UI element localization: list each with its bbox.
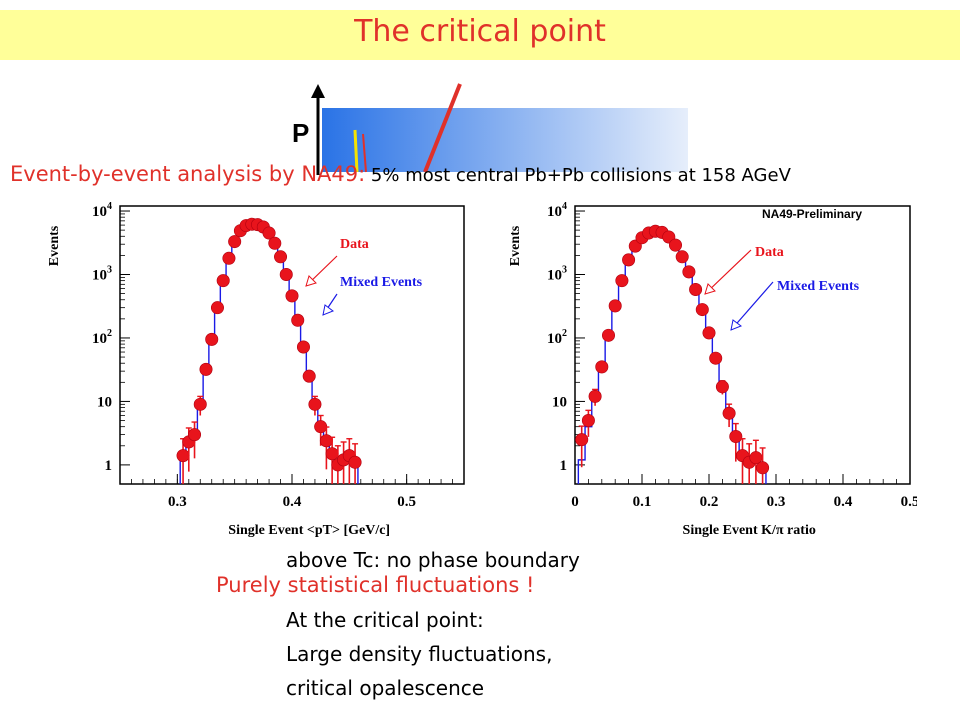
- critical-line-1: At the critical point:: [286, 608, 484, 632]
- data-point: [588, 389, 602, 403]
- data-point: [581, 414, 595, 428]
- data-annotation-arrow-icon: [704, 249, 752, 295]
- y-tick-label: 102: [92, 328, 112, 347]
- data-point: [274, 250, 288, 264]
- y-tick-label: 104: [547, 201, 567, 220]
- phase-region: [322, 108, 688, 172]
- data-point: [279, 267, 293, 281]
- data-point: [756, 461, 770, 475]
- data-point: [176, 449, 190, 463]
- data-point: [595, 360, 609, 374]
- event-line: Event-by-event analysis by NA49: 5% most…: [10, 162, 791, 186]
- y-tick-label: 10: [552, 394, 567, 410]
- data-point: [602, 328, 616, 342]
- statistical-fluctuations-text: Purely statistical fluctuations !: [216, 573, 535, 597]
- mixed-arrowhead-icon: [322, 304, 335, 316]
- yellow-line: [353, 129, 359, 173]
- y-tick-label: 1: [560, 458, 568, 474]
- mixed-annotation: Mixed Events: [340, 275, 423, 290]
- data-point: [205, 332, 219, 346]
- x-tick-label: 0.5: [397, 494, 416, 510]
- data-point: [308, 397, 322, 411]
- y-tick-label: 10: [97, 394, 112, 410]
- x-tick-label: 0.3: [767, 494, 786, 510]
- data-point: [268, 236, 282, 250]
- y-axis-label: Events: [508, 225, 523, 266]
- data-point: [615, 274, 629, 288]
- critical-line-3: critical opalescence: [286, 676, 485, 700]
- data-point: [675, 250, 689, 264]
- y-tick-label: 102: [547, 328, 567, 347]
- chart-pt: 1 10 102 103 104 0.3 0.4 0.5 Single Event <pT> […: [47, 201, 465, 538]
- data-annotation: Data: [340, 237, 369, 252]
- data-point: [291, 313, 305, 327]
- data-point: [348, 455, 362, 469]
- data-point: [689, 283, 703, 297]
- data-point: [199, 362, 213, 376]
- preliminary-label: NA49-Preliminary: [762, 207, 862, 221]
- mixed-annotation-arrow-icon: [730, 281, 774, 331]
- data-point: [285, 289, 299, 303]
- phase-axis-label: P: [292, 118, 309, 148]
- data-point: [210, 301, 224, 315]
- data-point: [729, 430, 743, 444]
- x-tick-label: 0.2: [700, 494, 719, 510]
- data-point: [722, 406, 736, 420]
- data-point: [682, 265, 696, 279]
- critical-line-2: Large density fluctuations,: [286, 642, 553, 666]
- data-point: [622, 253, 636, 267]
- data-point: [188, 428, 202, 442]
- data-point: [575, 433, 589, 447]
- data-point: [216, 274, 230, 288]
- behind-text: above Tc: no phase boundary: [286, 548, 580, 572]
- event-line-lead: Event-by-event analysis by NA49:: [10, 162, 366, 186]
- chart-panel-kpi: 1 10 102 103 104 0 0.1 0.2 0.3 0.4 0.5 Single Event…: [507, 190, 917, 550]
- y-axis-label: Events: [47, 225, 62, 266]
- data-point: [715, 380, 729, 394]
- data-point: [319, 434, 333, 448]
- data-point: [325, 447, 339, 461]
- data-point: [695, 303, 709, 317]
- x-tick-label: 0.1: [633, 494, 652, 510]
- chart-kpi: 1 10 102 103 104 0 0.1 0.2 0.3 0.4 0.5 Single Event…: [508, 201, 917, 538]
- data-point: [193, 397, 207, 411]
- x-tick-label: 0: [571, 494, 579, 510]
- slide-title: The critical point: [354, 14, 606, 49]
- event-line-rest: 5% most central Pb+Pb collisions at 158 …: [365, 165, 791, 186]
- data-point: [302, 369, 316, 383]
- data-point: [669, 238, 683, 252]
- mixed-arrowhead-icon: [730, 319, 743, 331]
- data-point: [702, 326, 716, 340]
- data-arrowhead-icon: [305, 275, 317, 287]
- x-tick-label: 0.5: [901, 494, 917, 510]
- y-tick-label: 1: [105, 458, 113, 474]
- x-axis-label: Single Event K/π ratio: [683, 523, 816, 538]
- data-arrowhead-icon: [704, 283, 716, 295]
- data-annotation: Data: [755, 245, 784, 260]
- plot-frame: [574, 205, 911, 485]
- plot-frame: [119, 205, 465, 485]
- pressure-axis-arrow-icon: [311, 84, 325, 98]
- y-tick-label: 103: [547, 264, 567, 283]
- red-line-small: [362, 133, 367, 173]
- data-point: [262, 226, 276, 240]
- data-point: [228, 235, 242, 249]
- chart-panel-pt: 1 10 102 103 104 0.3 0.4 0.5 Single Event <pT> […: [40, 190, 466, 550]
- data-point: [222, 251, 236, 265]
- title-bar: [0, 10, 960, 60]
- y-tick-label: 104: [92, 201, 112, 220]
- x-axis-label: Single Event <pT> [GeV/c]: [228, 523, 390, 538]
- data-point: [608, 299, 622, 313]
- x-tick-label: 0.3: [168, 494, 187, 510]
- phase-diagram: P: [292, 83, 688, 175]
- critical-line: [423, 83, 462, 173]
- x-tick-label: 0.4: [834, 494, 853, 510]
- data-point: [709, 351, 723, 365]
- mixed-annotation: Mixed Events: [777, 279, 860, 294]
- x-tick-label: 0.4: [283, 494, 302, 510]
- y-tick-label: 103: [92, 264, 112, 283]
- data-point: [296, 340, 310, 354]
